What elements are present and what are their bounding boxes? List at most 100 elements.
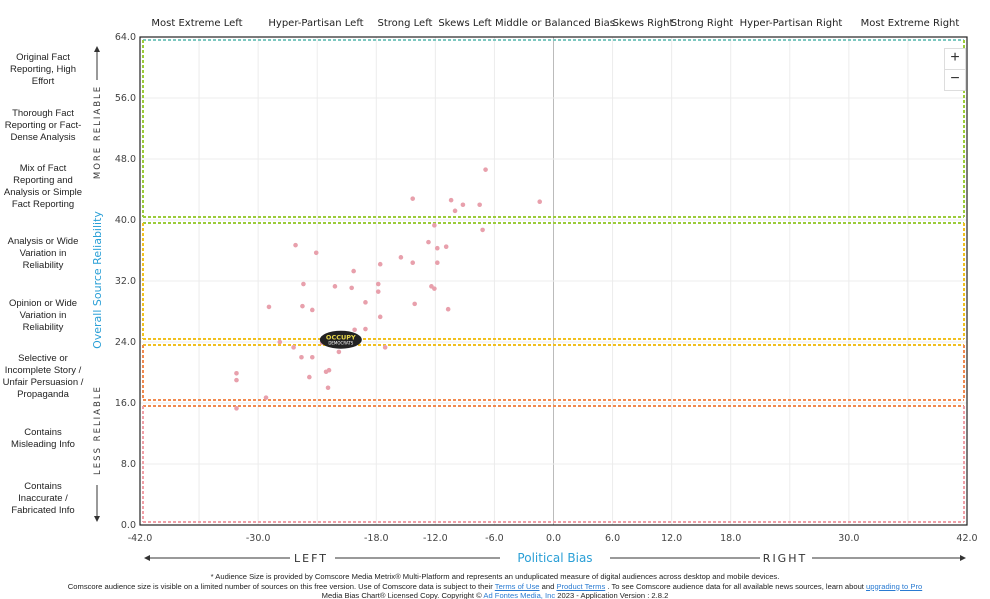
less-reliable-label: LESS RELIABLE: [93, 385, 103, 475]
x-tick-label: -42.0: [128, 533, 153, 544]
terms-of-use-link[interactable]: Terms of Use: [494, 581, 540, 591]
y-tick-label: 0.0: [121, 520, 136, 531]
footer-text: 2023 - Application Version : 2.8.2: [557, 591, 669, 599]
upgrade-link[interactable]: upgrading to Pro: [866, 581, 923, 591]
data-point[interactable]: [426, 239, 431, 245]
data-point[interactable]: [410, 196, 416, 201]
plot-frame: [139, 36, 968, 526]
data-point[interactable]: [435, 260, 440, 266]
data-point[interactable]: [377, 314, 383, 320]
data-point[interactable]: [352, 327, 357, 333]
data-point[interactable]: [483, 167, 488, 172]
data-point[interactable]: [234, 377, 239, 383]
x-tick-label: 42.0: [956, 533, 977, 544]
reliability-label: Original Fact Reporting, High Effort: [9, 52, 76, 87]
data-point[interactable]: [336, 349, 342, 355]
occupy-democrats-logo[interactable]: OCCUPY DEMOCRATS: [319, 330, 362, 349]
data-point[interactable]: [309, 307, 315, 313]
right-label: RIGHT: [763, 552, 807, 565]
data-point[interactable]: [307, 374, 312, 380]
data-point[interactable]: [375, 289, 381, 294]
data-point[interactable]: [299, 354, 304, 360]
data-point[interactable]: [377, 261, 383, 267]
reliability-band: [142, 222, 965, 340]
footer-line-2: Comscore audience size is visible on a l…: [0, 582, 990, 592]
data-point[interactable]: [323, 369, 329, 375]
reliability-label: Contains Inaccurate / Fabricated Info: [11, 481, 75, 516]
data-point[interactable]: [266, 304, 272, 310]
data-point[interactable]: [349, 285, 354, 291]
data-point[interactable]: [263, 395, 269, 400]
zoom-out-button[interactable]: −: [944, 69, 966, 91]
data-point[interactable]: [300, 303, 305, 309]
footer: * Audience Size is provided by Comscore …: [0, 572, 990, 599]
data-point[interactable]: [460, 202, 466, 208]
data-point[interactable]: [351, 268, 356, 274]
left-label: LEFT: [294, 552, 328, 565]
data-point[interactable]: [445, 306, 451, 312]
data-point[interactable]: [398, 255, 404, 260]
y-tick-label: 8.0: [121, 459, 136, 470]
data-points: [234, 167, 543, 411]
y-tick-label: 32.0: [115, 276, 136, 287]
data-point[interactable]: [293, 242, 298, 248]
more-reliable-label: MORE RELIABLE: [93, 85, 103, 179]
data-point[interactable]: [432, 223, 437, 228]
down-arrow-icon: [94, 516, 100, 522]
data-point[interactable]: [291, 345, 296, 350]
reliability-label: Mix of Fact Reporting and Analysis or Si…: [3, 163, 83, 210]
footer-line-1: * Audience Size is provided by Comscore …: [210, 572, 780, 581]
data-point[interactable]: [234, 406, 239, 411]
data-point[interactable]: [443, 244, 449, 249]
logo-text: OCCUPY: [326, 334, 356, 342]
data-point[interactable]: [448, 197, 454, 203]
reliability-band: [142, 39, 965, 218]
footer-text: Media Bias Chart® Licensed Copy. Copyrig…: [321, 591, 482, 599]
data-point[interactable]: [480, 227, 485, 233]
data-point[interactable]: [432, 286, 437, 291]
data-point[interactable]: [375, 281, 381, 287]
reliability-band: [142, 405, 965, 523]
data-point[interactable]: [410, 260, 416, 266]
data-point[interactable]: [477, 202, 482, 208]
data-point[interactable]: [363, 300, 368, 305]
data-point[interactable]: [234, 370, 239, 376]
zoom-in-button[interactable]: +: [944, 48, 966, 70]
reliability-label: Thorough Fact Reporting or Fact-Dense An…: [4, 108, 82, 143]
data-point[interactable]: [325, 385, 331, 391]
x-tick-label: 12.0: [661, 533, 682, 544]
top-label: Most Extreme Left: [151, 18, 242, 29]
reliability-label: Contains Misleading Info: [11, 427, 75, 450]
data-point[interactable]: [332, 284, 338, 289]
x-tick-label: 18.0: [720, 533, 741, 544]
top-label: Most Extreme Right: [861, 18, 960, 29]
grid: [139, 36, 968, 526]
x-tick-label: 30.0: [838, 533, 859, 544]
product-terms-link[interactable]: Product Terms: [556, 581, 606, 591]
data-point[interactable]: [313, 250, 319, 256]
data-point[interactable]: [277, 339, 283, 345]
data-point[interactable]: [309, 354, 315, 360]
data-point[interactable]: [382, 345, 388, 350]
data-point[interactable]: [363, 326, 368, 332]
ad-fontes-link[interactable]: Ad Fontes Media, Inc: [483, 591, 556, 599]
data-point[interactable]: [435, 245, 440, 251]
data-point[interactable]: [301, 281, 306, 287]
x-tick-label: -30.0: [246, 533, 271, 544]
x-tick-label: -18.0: [364, 533, 389, 544]
y-tick-label: 64.0: [115, 32, 136, 43]
y-tick-label: 56.0: [115, 93, 136, 104]
top-label: Hyper-Partisan Left: [268, 18, 363, 29]
reliability-label: Analysis or Wide Variation in Reliabilit…: [7, 236, 79, 271]
x-axis-title: Political Bias: [517, 551, 592, 565]
left-arrow-icon: [144, 555, 150, 561]
x-ticks: -42.0 -30.0 -18.0 -12.0 -6.0 0.0 6.0 12.0 18.0 30…: [128, 533, 978, 544]
data-point[interactable]: [537, 199, 543, 204]
up-arrow-icon: [94, 46, 100, 52]
data-point[interactable]: [452, 208, 458, 214]
x-axis-annotations: LEFT Political Bias RIGHT: [144, 551, 966, 565]
data-point[interactable]: [412, 301, 417, 307]
footer-text: . To see Comscore audience data for all …: [607, 581, 864, 591]
